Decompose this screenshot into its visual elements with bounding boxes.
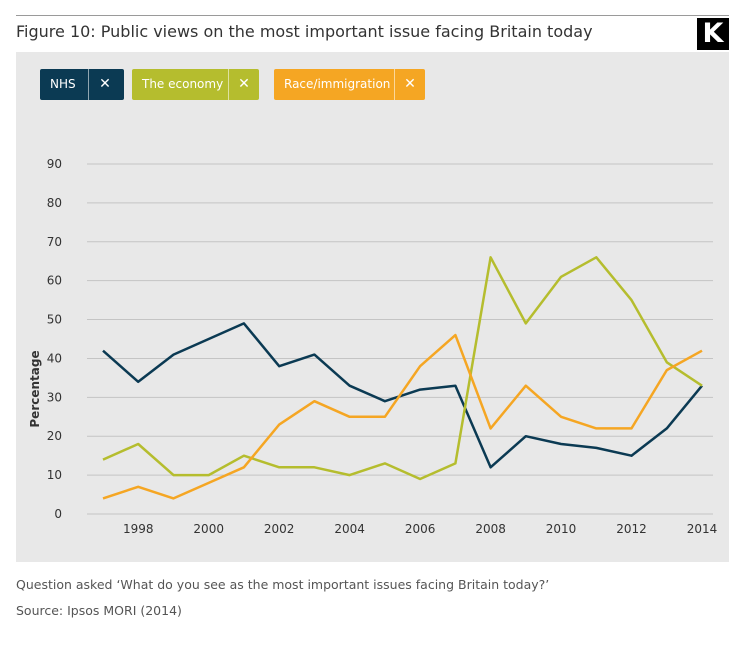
- source-note: Source: Ipsos MORI (2014): [16, 603, 182, 618]
- x-tick-label: 2004: [334, 522, 365, 536]
- series-lines: [102, 256, 703, 500]
- y-tick-label: 30: [47, 390, 62, 404]
- close-icon[interactable]: ✕: [238, 76, 250, 92]
- y-tick-label: 20: [47, 429, 62, 443]
- legend-toggle-race-immigration[interactable]: Race/immigration ✕: [274, 69, 425, 100]
- legend-label: NHS: [50, 77, 76, 91]
- x-tick-label: 2008: [475, 522, 506, 536]
- gridlines: [87, 163, 713, 515]
- chart-panel: NHS ✕ The economy ✕ Race/immigration ✕ 0…: [16, 52, 729, 562]
- brand-logo: K: [697, 18, 729, 50]
- y-tick-label: 90: [47, 157, 62, 171]
- y-tick-label: 50: [47, 313, 62, 327]
- x-tick-label: 2014: [687, 522, 718, 536]
- close-icon[interactable]: ✕: [404, 76, 416, 92]
- series-line-nhs: [102, 322, 703, 469]
- legend-label: The economy: [142, 77, 224, 91]
- legend-divider: [88, 69, 89, 100]
- series-line-the-economy: [102, 256, 703, 481]
- x-tick-labels: 1998 2000 2002 2004 2006 2008 2010 2012 2014: [123, 522, 717, 536]
- question-note: Question asked ‘What do you see as the m…: [16, 577, 550, 592]
- y-axis-label: Percentage: [28, 350, 42, 427]
- close-icon[interactable]: ✕: [99, 76, 111, 92]
- y-tick-label: 70: [47, 235, 62, 249]
- series-line-race-immigration: [102, 333, 703, 500]
- y-tick-labels: 0 10 20 30 40 50 60 70 80 90: [47, 157, 62, 521]
- legend-toggle-nhs[interactable]: NHS ✕: [40, 69, 124, 100]
- legend-divider: [228, 69, 229, 100]
- line-chart: 0 10 20 30 40 50 60 70 80 90 1998 2000 2002 2004 2006…: [28, 157, 717, 536]
- y-tick-label: 80: [47, 196, 62, 210]
- x-tick-label: 1998: [123, 522, 154, 536]
- top-rule: [16, 15, 729, 16]
- x-tick-label: 2010: [546, 522, 577, 536]
- x-tick-label: 2006: [405, 522, 436, 536]
- x-tick-label: 2012: [616, 522, 647, 536]
- legend-toggle-economy[interactable]: The economy ✕: [132, 69, 259, 100]
- legend-label: Race/immigration: [284, 77, 391, 91]
- y-tick-label: 0: [54, 507, 62, 521]
- legend-divider: [394, 69, 395, 100]
- y-tick-label: 10: [47, 468, 62, 482]
- figure-title: Figure 10: Public views on the most impo…: [16, 22, 593, 41]
- x-tick-label: 2000: [193, 522, 224, 536]
- y-tick-label: 40: [47, 351, 62, 365]
- x-tick-label: 2002: [264, 522, 295, 536]
- y-tick-label: 60: [47, 274, 62, 288]
